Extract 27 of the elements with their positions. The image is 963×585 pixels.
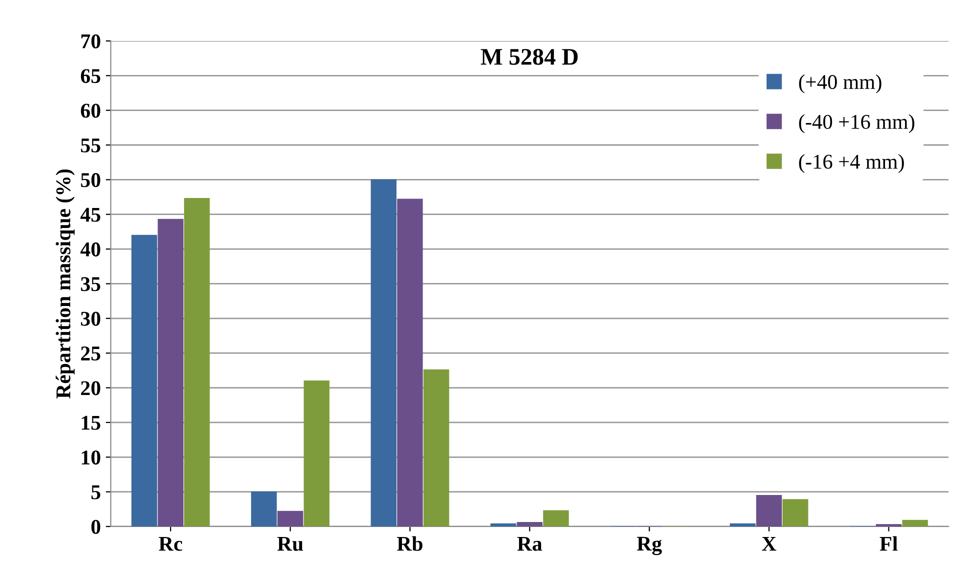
y-tick-label: 55 bbox=[81, 138, 100, 152]
chart-title: M 5284 D bbox=[480, 48, 578, 65]
x-tick-label: Ra bbox=[517, 537, 542, 551]
x-tick-label: X bbox=[762, 537, 776, 551]
legend-label: (-16 +4 mm) bbox=[799, 154, 904, 174]
y-tick-label: 60 bbox=[80, 104, 100, 118]
y-tick-label: 35 bbox=[80, 277, 100, 292]
legend-label: (+40 mm) bbox=[799, 74, 882, 94]
y-tick-label: 25 bbox=[81, 346, 100, 361]
y-tick-label: 65 bbox=[80, 69, 100, 84]
y-tick-label: 30 bbox=[80, 312, 100, 326]
y-tick-label: 70 bbox=[81, 34, 100, 48]
y-axis-title: Répartition massique (%) bbox=[56, 169, 75, 399]
y-tick-label: 10 bbox=[82, 450, 100, 465]
y-tick-label: 40 bbox=[80, 242, 100, 256]
x-tick-label: Ru bbox=[277, 537, 304, 551]
x-tick-label: Fl bbox=[880, 536, 898, 551]
y-tick-label: 0 bbox=[91, 520, 100, 534]
y-tick-label: 20 bbox=[81, 381, 100, 396]
legend-label: (-40 +16 mm) bbox=[799, 114, 914, 134]
y-tick-label: 45 bbox=[80, 208, 100, 222]
y-tick-label: 15 bbox=[82, 416, 100, 430]
y-tick-label: 50 bbox=[81, 173, 100, 188]
x-tick-label: Rg bbox=[636, 536, 662, 556]
x-tick-label: Rb bbox=[397, 536, 422, 551]
y-tick-label: 5 bbox=[91, 485, 100, 500]
x-tick-label: Rc bbox=[158, 537, 182, 551]
